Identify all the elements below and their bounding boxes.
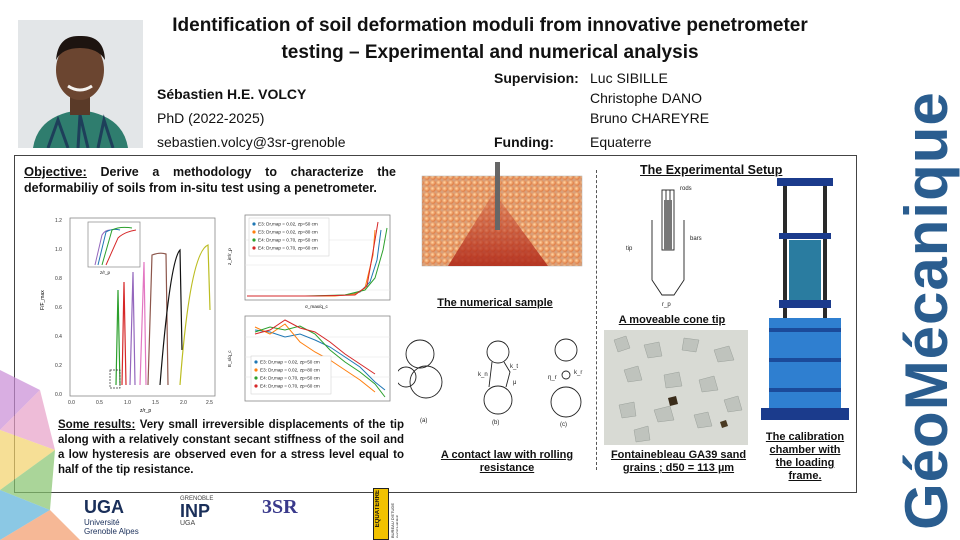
y-tick: 0.4 [55, 334, 62, 340]
uga-sub2: Grenoble Alpes [84, 527, 139, 536]
supervisor-1: Luc SIBILLE [590, 70, 668, 86]
y-tick: 0.0 [55, 392, 62, 398]
uga-logo: UGA Université Grenoble Alpes [84, 497, 139, 536]
legend-item: E3: Dr,map = 0.02, zp=80 cm [258, 230, 318, 235]
irreversible-displacement-chart: E3: Dr,map = 0.02, zp=50 cm E3: Dr,map =… [227, 214, 391, 309]
supervisor-3: Bruno CHAREYRE [590, 110, 710, 126]
equaterre-sub-text: BUREAU D'ETUDE INGENIERIE GEOTECHNIQUE [390, 503, 398, 538]
results-text: Some results: Very small irreversible di… [58, 418, 404, 478]
es-series [254, 319, 386, 398]
cone-label-bars: bars [690, 236, 702, 242]
cone-tip-caption: A moveable cone tip [618, 314, 726, 326]
brand-text: GéoMécanique [893, 91, 960, 530]
x-tick: 1.0 [124, 400, 131, 406]
decorative-polygons [0, 370, 80, 540]
results-body: Very small irreversible displacements of… [58, 419, 404, 476]
chart-legend: E3: Dr,map = 0.02, zp=50 cm E3: Dr,map =… [248, 217, 330, 257]
contact-label-a: (a) [420, 418, 427, 424]
author-role: PhD (2022-2025) [157, 110, 265, 126]
sand-caption: Fontainebleau GA39 sand grains ; d50 = 1… [610, 449, 747, 474]
sand-grains-image [604, 330, 748, 445]
uga-logo-text: UGA [84, 497, 124, 517]
legend-item: E4: Dr,map = 0.70, zp=60 cm [258, 246, 318, 251]
inp-text: INP [180, 501, 211, 521]
inset-curves [94, 226, 137, 266]
equaterre-text: EQUATERRE [375, 490, 381, 528]
author-portrait-icon [18, 20, 143, 148]
3sr-text: 3SR [262, 496, 298, 518]
x-axis-label: z/r_p [140, 408, 151, 414]
cone-tip-diagram: rods tip bars r_p [626, 186, 702, 308]
legend-item: E4: Dr,map = 0.70, zp=50 cm [260, 376, 320, 381]
supervisor-2: Christophe DANO [590, 90, 703, 106]
x-tick: 2.5 [206, 400, 213, 406]
y-axis-label: F/F_max [40, 290, 46, 310]
x-tick: 2.0 [180, 400, 187, 406]
chart-y-ticks: 0.0 0.2 0.4 0.6 0.8 1.0 1.2 [55, 218, 62, 398]
x-tick: 0.5 [96, 400, 103, 406]
legend-item: E4: Dr,map = 0.70, zp=60 cm [260, 384, 320, 389]
cone-label-rp: r_p [662, 302, 671, 308]
calibration-chamber-image [761, 178, 849, 420]
contact-label-kn: k_n [478, 372, 488, 378]
legend-item: E3: Dr,map = 0.02, zp=80 cm [260, 368, 320, 373]
x-tick: 0.0 [68, 400, 75, 406]
y-tick: 0.8 [55, 276, 62, 282]
numerical-sample-caption: The numerical sample [437, 297, 553, 309]
3sr-logo: 3SR [262, 496, 298, 519]
unload-curves [115, 244, 211, 386]
setup-title: The Experimental Setup [640, 163, 783, 177]
legend-item: E4: Dr,map = 0.70, zp=50 cm [258, 238, 318, 243]
cone-label-rods: rods [680, 186, 692, 192]
inp-top: GRENOBLE [180, 496, 214, 502]
contact-law-caption: A contact law with rolling resistance [440, 449, 574, 474]
author-email: sebastien.volcy@3sr-grenoble [157, 134, 346, 150]
legend-item: E3: Dr,map = 0.02, zp=50 cm [258, 222, 318, 227]
chart-legend-2: E3: Dr,map = 0.02, zp=50 cm E3: Dr,map =… [250, 355, 332, 395]
funding-label: Funding: [494, 134, 554, 150]
contact-label-eta: η_r [548, 375, 557, 381]
y-tick: 0.6 [55, 305, 62, 311]
y-tick: 1.2 [55, 218, 62, 224]
geomecanique-brand: GéoMécanique [884, 0, 960, 540]
equaterre-logo: EQUATERRE [373, 488, 389, 540]
numerical-sample-image [421, 162, 583, 267]
inset-x-label: z/r_p [100, 270, 111, 275]
grenoble-inp-logo: GRENOBLE INP UGA [180, 496, 213, 527]
objective-text: Objective: Derive a methodology to chara… [24, 164, 396, 196]
chamber-caption: The calibration chamber with the loading… [765, 431, 845, 482]
contact-law-diagram: (a) (b) (c) k_n k_t μ k_r η_r [398, 338, 582, 428]
y-axis-label: E_s/q_c [227, 350, 232, 367]
inp-sub: UGA [180, 520, 196, 527]
y-tick: 1.0 [55, 247, 62, 253]
load-displacement-chart: 0.0 0.2 0.4 0.6 0.8 1.0 1.2 0.0 0.5 1.0 … [40, 217, 216, 414]
objective-body: Derive a methodology to characterize the… [24, 165, 396, 195]
author-name: Sébastien H.E. VOLCY [157, 86, 307, 102]
contact-label-kr: k_r [574, 370, 582, 376]
contact-label-b: (b) [492, 420, 499, 426]
y-tick: 0.2 [55, 363, 62, 369]
author-photo [18, 20, 143, 148]
uga-sub1: Université [84, 518, 120, 527]
cone-label-tip: tip [626, 246, 633, 252]
x-axis-label: σ_max/q_c [305, 304, 328, 309]
contact-label-c: (c) [560, 422, 567, 428]
objective-label: Objective: [24, 164, 87, 179]
zirr-series [247, 221, 388, 297]
secant-stiffness-chart: E3: Dr,map = 0.02, zp=50 cm E3: Dr,map =… [227, 315, 391, 402]
results-label: Some results: [58, 419, 136, 431]
x-tick: 1.5 [152, 400, 159, 406]
y-axis-label: z_irr/r_p [227, 248, 232, 265]
contact-label-mu: μ [513, 380, 517, 386]
chart-x-ticks: 0.0 0.5 1.0 1.5 2.0 2.5 [68, 400, 213, 406]
equaterre-sub: BUREAU D'ETUDE INGENIERIE GEOTECHNIQUE [390, 488, 398, 538]
funding-value: Equaterre [590, 134, 652, 150]
section-divider [596, 170, 597, 470]
poster-title: Identification of soil deformation modul… [172, 15, 808, 63]
legend-item: E3: Dr,map = 0.02, zp=50 cm [260, 360, 320, 365]
contact-label-kt: k_t [510, 364, 518, 370]
supervision-label: Supervision: [494, 70, 579, 86]
